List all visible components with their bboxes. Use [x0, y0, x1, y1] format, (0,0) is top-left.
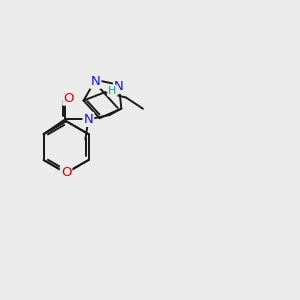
Text: O: O: [61, 167, 71, 179]
Text: N: N: [83, 113, 93, 126]
Text: N: N: [114, 80, 124, 93]
Text: H: H: [108, 86, 117, 96]
Text: N: N: [91, 75, 100, 88]
Text: O: O: [63, 92, 74, 105]
